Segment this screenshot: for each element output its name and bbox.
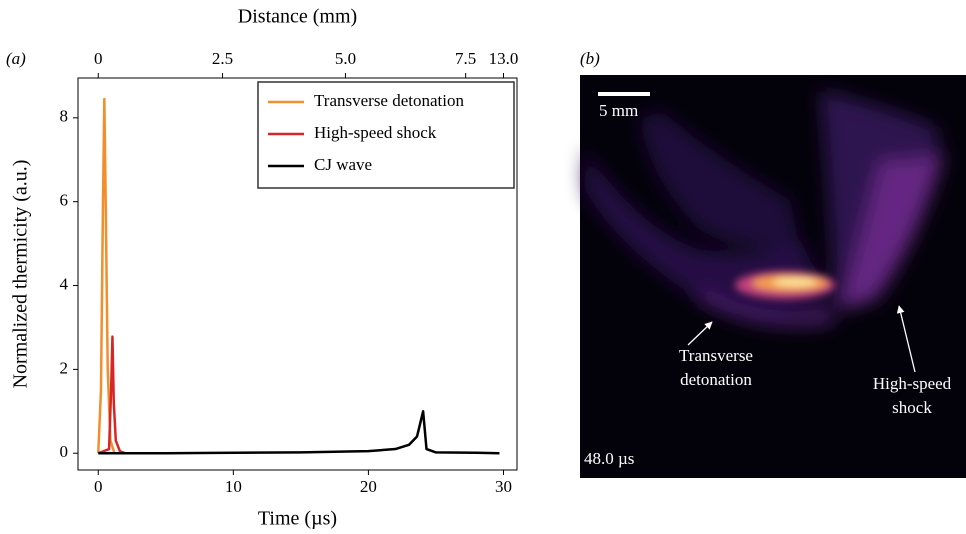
hot-spot xyxy=(735,271,835,299)
scale-bar-label: 5 mm xyxy=(599,101,638,120)
annotation: High-speed xyxy=(873,374,952,393)
y-tick-label: 4 xyxy=(60,274,69,293)
y-axis-label: Normalized thermicity (a.u.) xyxy=(10,160,32,389)
annotation: Transverse xyxy=(679,346,753,365)
legend-label: Transverse detonation xyxy=(314,91,464,110)
y-tick-label: 0 xyxy=(60,442,69,461)
x2-tick-label: 2.5 xyxy=(212,49,233,68)
x-tick-label: 10 xyxy=(225,477,242,496)
panel-label: (b) xyxy=(580,49,600,68)
legend-label: CJ wave xyxy=(314,155,372,174)
line xyxy=(97,97,116,454)
legend-label: High-speed shock xyxy=(314,123,437,142)
y-tick-label: 8 xyxy=(60,107,69,126)
plot-frame xyxy=(77,77,518,471)
x2-tick-label: 13.0 xyxy=(489,49,519,68)
x2-axis-label: Distance (mm) xyxy=(238,6,357,28)
x-tick-label: 20 xyxy=(360,477,377,496)
timestamp: 48.0 µs xyxy=(584,449,634,468)
image-panel: 5 mm 48.0 µs Transverse detonation High-… xyxy=(580,75,966,478)
line xyxy=(98,410,500,455)
x2-tick-label: 5.0 xyxy=(335,49,356,68)
arrow xyxy=(687,321,713,346)
x-tick-label: 0 xyxy=(94,477,103,496)
x-tick-label: 30 xyxy=(495,477,512,496)
annotation: detonation xyxy=(680,370,752,389)
panel-label: (a) xyxy=(6,49,26,68)
annotation: shock xyxy=(892,398,932,417)
x2-tick-label: 7.5 xyxy=(455,49,476,68)
y-tick-label: 6 xyxy=(60,191,69,210)
arrow xyxy=(896,305,916,373)
x2-tick-label: 0 xyxy=(94,49,103,68)
x-axis-label: Time (µs) xyxy=(258,508,337,530)
y-tick-label: 2 xyxy=(60,358,69,377)
